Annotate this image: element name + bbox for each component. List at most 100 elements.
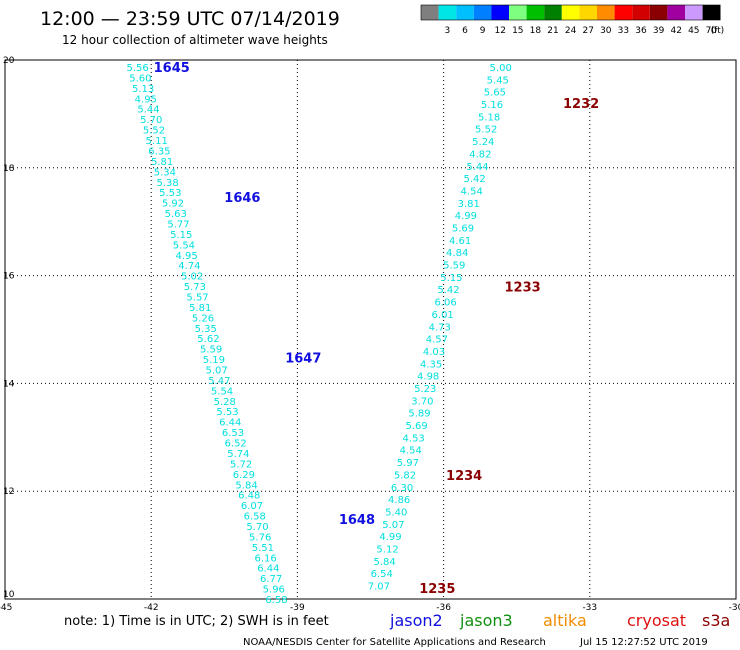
color-swatch	[632, 5, 650, 20]
pass-time-label: 1646	[224, 191, 260, 206]
color-swatch	[421, 5, 439, 20]
wave-height-value: 4.54	[461, 186, 483, 197]
wave-height-value: 4.99	[455, 211, 477, 222]
wave-height-value: 5.54	[173, 240, 195, 251]
pass-time-label: 1648	[339, 513, 375, 528]
wave-height-value: 3.70	[411, 396, 433, 407]
wave-height-value: 5.62	[197, 334, 219, 345]
wave-height-value: 5.07	[205, 366, 227, 377]
wave-height-value: 5.16	[481, 100, 503, 111]
legend-jason2: jason2	[389, 611, 443, 630]
wave-height-value: 5.11	[146, 136, 168, 147]
x-tick-label: -33	[582, 603, 597, 613]
color-swatch-label: 21	[547, 26, 558, 36]
wave-height-value: 6.01	[432, 310, 454, 321]
wave-height-value: 5.44	[137, 105, 159, 116]
wave-height-value: 5.52	[143, 126, 165, 137]
wave-height-value: 3.81	[458, 199, 480, 210]
wave-height-value: 6.07	[241, 501, 263, 512]
pass-time-label: 1647	[285, 352, 321, 367]
timestamp-text: Jul 15 12:27:52 UTC 2019	[579, 637, 708, 648]
pass-time-label: 1232	[563, 97, 599, 112]
wave-height-value: 5.12	[376, 544, 398, 555]
wave-height-value: 4.03	[423, 347, 445, 358]
wave-height-value: 4.99	[379, 532, 401, 543]
wave-height-value: 5.53	[216, 407, 238, 418]
plot-frame	[4, 59, 737, 600]
color-swatch	[509, 5, 527, 20]
credit-text: NOAA/NESDIS Center for Satellite Applica…	[243, 637, 546, 648]
x-axis-ticks: -45 -42 -39 -36 -33 -30	[0, 603, 740, 613]
wave-height-value: 5.35	[195, 324, 217, 335]
track-jason2: 5.565.605.134.955.445.705.525.116.355.81…	[126, 61, 375, 606]
x-tick-label: -39	[290, 603, 305, 613]
wave-height-value: 5.89	[408, 409, 430, 420]
y-tick-label: 16	[3, 272, 15, 282]
y-tick-label: 12	[3, 487, 14, 497]
y-tick-label: 14	[3, 379, 15, 389]
color-swatch-label: 12	[494, 26, 505, 36]
color-swatch	[597, 5, 615, 20]
y-axis-ticks: 10 12 14 16 18 20	[3, 56, 15, 600]
footer-note: note: 1) Time is in UTC; 2) SWH is in fe…	[64, 614, 329, 629]
color-swatch	[649, 5, 668, 20]
wave-height-value: 4.86	[388, 495, 410, 506]
legend-jason3: jason3	[459, 611, 513, 630]
color-swatch	[702, 5, 721, 20]
x-tick-label: -36	[436, 603, 451, 613]
wave-height-value: 5.44	[466, 162, 488, 173]
wave-height-value: 5.84	[374, 557, 396, 568]
wave-height-value: 5.82	[394, 470, 416, 481]
chart-subtitle: 12 hour collection of altimeter wave hei…	[62, 33, 328, 47]
wave-height-value: 4.95	[176, 251, 198, 262]
wave-height-value: 6.35	[148, 146, 170, 157]
wave-height-value: 5.52	[475, 125, 497, 136]
wave-height-value: 5.70	[246, 522, 268, 533]
color-swatch-label: 30	[600, 26, 612, 36]
wave-height-value: 6.06	[434, 298, 456, 309]
x-tick-label: -30	[729, 603, 740, 613]
wave-height-value: 5.02	[181, 272, 203, 283]
wave-height-value: 5.40	[385, 507, 407, 518]
wave-height-value: 5.19	[203, 355, 225, 366]
color-swatch-label: 45	[688, 26, 699, 36]
color-scale-border	[420, 4, 721, 21]
wave-height-value: 5.15	[440, 273, 462, 284]
color-swatch-label: 9	[480, 26, 486, 36]
color-swatch-label: 3	[445, 26, 451, 36]
wave-height-value: 4.74	[178, 261, 200, 272]
wave-height-value: 5.59	[200, 345, 222, 356]
color-scale-legend: 3 6 9 12 15 18 21 24 27 30 33 36 39 42 45 70(ft)	[420, 4, 724, 36]
wave-height-value: 6.29	[233, 470, 255, 481]
wave-height-value: 7.07	[368, 582, 390, 593]
wave-height-value: 5.15	[170, 230, 192, 241]
wave-height-value: 5.47	[208, 376, 230, 387]
color-swatch	[579, 5, 597, 20]
wave-height-value: 5.63	[165, 209, 187, 220]
wave-height-value: 5.92	[162, 199, 184, 210]
color-swatch-label: 15	[512, 26, 523, 36]
wave-height-value: 5.07	[382, 520, 404, 531]
color-swatch-label: 6	[462, 26, 468, 36]
y-tick-label: 20	[3, 56, 15, 66]
wave-height-value: 4.61	[449, 236, 471, 247]
wave-height-value: 5.34	[154, 167, 176, 178]
color-swatch-label: 39	[653, 26, 665, 36]
color-swatch-label: 18	[530, 26, 542, 36]
color-swatch-label: 27	[582, 26, 593, 36]
pass-time-label: 1233	[505, 280, 541, 295]
wave-height-value: 4.95	[135, 94, 157, 105]
wave-height-value: 6.44	[257, 564, 279, 575]
wave-height-value: 5.13	[132, 84, 154, 95]
track-s3a: 5.005.455.655.165.185.525.244.825.445.42…	[368, 63, 599, 597]
wave-height-value: 5.77	[167, 219, 189, 230]
color-swatch	[614, 5, 633, 20]
wave-height-value: 5.42	[463, 174, 485, 185]
wave-height-value: 5.81	[189, 303, 211, 314]
wave-height-value: 6.58	[244, 512, 266, 523]
wave-height-value: 5.54	[211, 386, 233, 397]
wave-height-value: 6.77	[260, 574, 282, 585]
wave-height-value: 6.53	[222, 428, 244, 439]
wave-height-value: 5.72	[230, 459, 252, 470]
